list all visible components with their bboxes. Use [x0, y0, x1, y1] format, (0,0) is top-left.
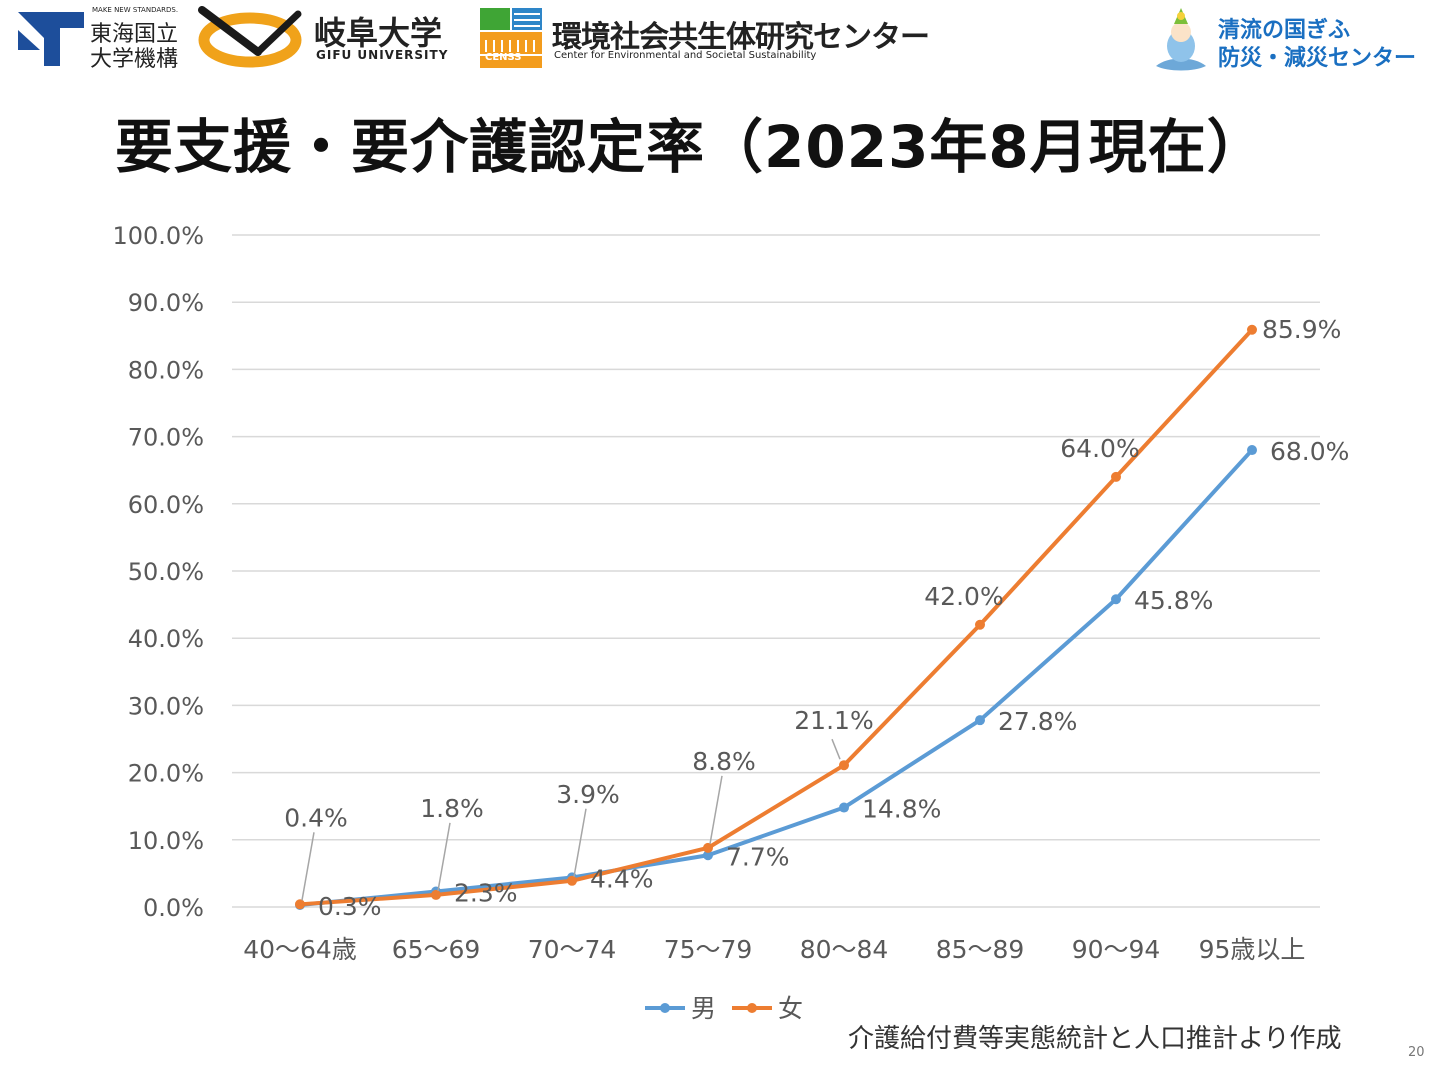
data-point: [703, 850, 713, 861]
series-line-male: [299, 448, 1254, 907]
x-axis-ticks: 40～64歳 65～69 70～74 75～79 80～84 85～89 90～94 95歳以…: [243, 935, 1305, 964]
x-tick-label: 90～94: [1072, 935, 1161, 964]
data-label-female: 8.8%: [692, 747, 756, 776]
x-tick-label: 75～79: [664, 935, 753, 964]
tokai-logo-icon: [18, 12, 84, 66]
page-number: 20: [1408, 1045, 1425, 1060]
data-label-male: 14.8%: [862, 795, 941, 824]
y-tick-label: 0.0%: [143, 894, 204, 922]
data-label-female: 85.9%: [1262, 315, 1341, 344]
y-tick-label: 30.0%: [128, 692, 204, 720]
data-label-female: 1.8%: [420, 794, 484, 823]
data-point: [703, 842, 713, 853]
header: MAKE NEW STANDARDS. 東海国立 大学機構 岐阜大学 GIFU …: [0, 0, 1440, 80]
gridlines: [232, 234, 1320, 908]
data-label-male: 0.3%: [318, 892, 382, 921]
data-point: [839, 802, 849, 813]
data-point: [1247, 445, 1257, 456]
data-label-female: 21.1%: [794, 706, 873, 735]
x-tick-label: 85～89: [936, 935, 1025, 964]
data-label-male: 27.8%: [998, 707, 1077, 736]
censs-name: 環境社会共生体研究センター: [552, 20, 930, 55]
x-tick-label: 40～64歳: [243, 935, 357, 964]
page-title: 要支援・要介護認定率（2023年8月現在）: [115, 113, 1266, 181]
y-tick-label: 40.0%: [128, 625, 204, 653]
tokai-tagline: MAKE NEW STANDARDS.: [92, 6, 179, 14]
leader-line: [437, 822, 451, 892]
data-point: [295, 899, 305, 910]
y-tick-label: 70.0%: [128, 424, 204, 452]
tokai-name-line1: 東海国立: [90, 22, 179, 47]
data-label-male: 4.4%: [590, 864, 654, 893]
y-tick-label: 100.0%: [112, 222, 204, 250]
data-point: [1111, 471, 1121, 482]
censs-en: Center for Environmental and Societal Su…: [554, 50, 817, 61]
legend-swatch-marker-male: [660, 1003, 670, 1013]
x-tick-label: 70～74: [528, 935, 617, 964]
series-line-female: [299, 328, 1254, 907]
y-tick-label: 10.0%: [128, 827, 204, 855]
legend-swatch-marker-female: [747, 1003, 757, 1013]
leader-line: [573, 808, 587, 877]
data-label-male: 68.0%: [1270, 437, 1349, 466]
x-tick-label: 65～69: [392, 935, 481, 964]
legend-label-female: 女: [778, 994, 803, 1023]
censs-mark: CENSS: [485, 52, 522, 63]
series: [295, 324, 1257, 910]
data-labels: 0.3% 2.3% 4.4% 7.7% 14.8% 27.8% 45.8% 68.0% 0.4%…: [284, 315, 1349, 921]
y-tick-label: 60.0%: [128, 491, 204, 519]
leader-line: [831, 738, 841, 760]
legend-label-male: 男: [691, 994, 716, 1023]
gifu-name: 岐阜大学: [314, 14, 443, 52]
data-point: [839, 760, 849, 771]
data-point: [431, 889, 441, 900]
y-tick-label: 20.0%: [128, 760, 204, 788]
source-note: 介護給付費等実態統計と人口推計より作成: [848, 1024, 1342, 1054]
data-point: [1111, 594, 1121, 605]
data-label-male: 2.3%: [454, 879, 518, 908]
data-point: [1247, 324, 1257, 335]
y-tick-label: 50.0%: [128, 558, 204, 586]
x-tick-label: 80～84: [800, 935, 889, 964]
gifu-logo-icon: [198, 6, 302, 68]
leader-line: [709, 775, 723, 844]
y-tick-label: 90.0%: [128, 289, 204, 317]
data-point: [975, 715, 985, 726]
data-point: [975, 619, 985, 630]
legend: 男女: [645, 994, 803, 1023]
right-name-line2: 防災・減災センター: [1218, 46, 1417, 71]
censs-logo-icon: [480, 8, 542, 68]
x-tick-label: 95歳以上: [1199, 935, 1306, 964]
y-axis-ticks: 0.0% 10.0% 20.0% 30.0% 40.0% 50.0% 60.0% 70.0% 8…: [112, 222, 204, 922]
data-label-female: 0.4%: [284, 803, 348, 832]
right-name-line1: 清流の国ぎふ: [1218, 18, 1351, 43]
data-label-male: 7.7%: [726, 842, 790, 871]
y-tick-label: 80.0%: [128, 356, 204, 384]
mascot-icon: [1156, 8, 1206, 71]
data-label-female: 42.0%: [924, 582, 1003, 611]
gifu-en: GIFU UNIVERSITY: [316, 48, 449, 62]
data-label-male: 45.8%: [1134, 586, 1213, 615]
data-label-female: 3.9%: [556, 780, 620, 809]
data-point: [567, 875, 577, 886]
tokai-name-line2: 大学機構: [90, 47, 179, 72]
leader-line: [301, 832, 315, 901]
data-label-female: 64.0%: [1060, 434, 1139, 463]
